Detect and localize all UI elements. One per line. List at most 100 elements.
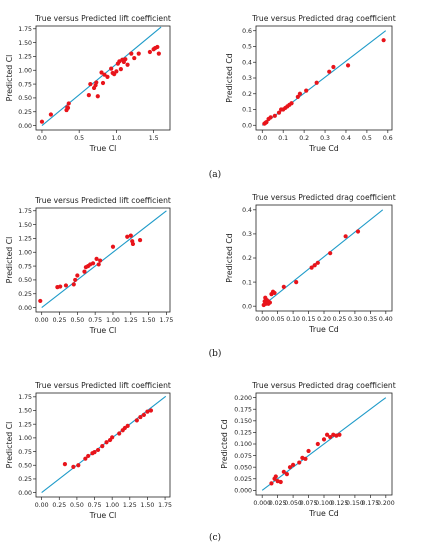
data-point	[82, 269, 87, 274]
data-point	[125, 62, 130, 67]
y-tick-label: 0.1	[242, 107, 252, 114]
chart-title: True versus Predicted lift coefficient	[34, 14, 171, 23]
y-tick-label: 1.75	[18, 394, 32, 401]
data-point	[309, 265, 314, 270]
data-point	[71, 282, 76, 287]
data-point	[94, 80, 99, 85]
x-tick-label: 0.125	[331, 500, 349, 507]
x-tick-label: 0.025	[269, 500, 287, 507]
data-point	[132, 55, 137, 61]
y-tick-label: 1.75	[18, 26, 32, 33]
x-tick-label: 0.25	[52, 502, 66, 509]
x-tick-label: 0.00	[35, 502, 49, 509]
y-tick-label: 0.00	[18, 305, 32, 312]
data-point	[327, 69, 332, 74]
data-point	[268, 115, 273, 120]
data-point	[130, 241, 136, 247]
panel-label-a: (a)	[209, 169, 221, 180]
x-tick-label: 0.50	[70, 317, 84, 324]
y-tick-label: 0.50	[18, 95, 32, 102]
data-point	[96, 262, 101, 267]
data-point	[289, 101, 294, 106]
y-tick-label: 0.050	[234, 464, 252, 471]
data-point	[331, 64, 336, 70]
x-axis-label: True Cd	[308, 509, 338, 518]
data-point	[86, 93, 91, 98]
plot-frame	[35, 392, 171, 498]
data-point	[328, 434, 333, 440]
y-tick-label: 0.2	[242, 91, 252, 98]
x-tick-label: 0.4	[341, 135, 351, 142]
y-tick-label: 1.50	[18, 408, 32, 415]
x-axis-label: True Cd	[308, 144, 338, 153]
data-point	[92, 450, 97, 455]
data-point	[100, 80, 106, 86]
data-point	[62, 462, 68, 467]
data-point	[328, 251, 333, 256]
x-tick-label: 0.0	[257, 135, 267, 142]
y-tick-label: 0.3	[242, 231, 252, 238]
data-point	[110, 435, 115, 440]
data-point	[381, 38, 386, 43]
data-point	[122, 425, 127, 431]
y-tick-label: 0.100	[234, 441, 252, 448]
data-point	[48, 112, 53, 117]
x-tick-label: 0.3	[320, 135, 330, 142]
y-tick-label: 0.75	[18, 81, 32, 88]
data-point	[295, 94, 300, 100]
x-tick-label: 0.0	[37, 135, 47, 142]
data-point	[38, 298, 43, 304]
data-point	[343, 234, 348, 239]
x-tick-label: 0.75	[88, 502, 102, 509]
x-tick-label: 0.5	[74, 135, 84, 142]
data-point	[147, 49, 152, 55]
data-point	[314, 80, 319, 85]
identity-line	[41, 395, 167, 494]
panel-label-b: (b)	[209, 348, 222, 359]
data-point	[284, 472, 290, 477]
chart-title: True versus Predicted lift coefficient	[34, 196, 171, 205]
data-point	[137, 237, 143, 243]
data-point	[63, 283, 69, 288]
data-point	[95, 94, 100, 99]
identity-line	[261, 397, 387, 491]
panel-b-lift-chart: True versus Predicted lift coefficient 0.…	[5, 196, 173, 335]
x-tick-label: 0.175	[362, 500, 380, 507]
x-tick-label: 0.6	[383, 135, 393, 142]
data-point	[109, 66, 114, 71]
panel-a-drag-chart: True versus Predicted drag coefficient 0.…	[225, 14, 396, 153]
data-point	[99, 70, 104, 75]
data-point	[58, 284, 63, 289]
y-tick-label: 0.1	[242, 279, 252, 286]
data-point	[276, 110, 282, 115]
data-point	[345, 63, 351, 68]
data-point	[39, 119, 45, 124]
data-point	[281, 284, 286, 290]
y-tick-label: 0.0	[242, 122, 252, 129]
x-tick-label: 0.5	[362, 135, 372, 142]
x-tick-label: 0.15	[302, 316, 316, 323]
panel-b-drag-chart: True versus Predicted drag coefficient 0.…	[225, 193, 396, 334]
data-point	[102, 72, 107, 77]
y-tick-label: 0.150	[234, 418, 252, 425]
y-tick-label: 0.4	[242, 207, 252, 214]
data-point	[128, 233, 133, 238]
y-tick-label: 0.2	[242, 255, 252, 262]
x-tick-label: 0.50	[70, 502, 84, 509]
data-point	[312, 263, 317, 268]
x-tick-label: 1.25	[123, 502, 137, 509]
y-tick-label: 1.25	[18, 421, 32, 428]
y-tick-label: 0.000	[234, 488, 252, 495]
x-tick-label: 1.50	[142, 317, 156, 324]
x-tick-label: 0.75	[88, 317, 102, 324]
y-tick-label: 0.200	[234, 395, 252, 402]
data-point	[297, 460, 302, 465]
data-point	[118, 67, 123, 72]
x-tick-label: 0.25	[53, 317, 67, 324]
data-point	[90, 261, 96, 266]
data-point	[315, 260, 320, 265]
y-axis-label: Predicted Cd	[220, 419, 229, 469]
data-point	[269, 481, 274, 486]
x-tick-label: 1.00	[106, 317, 120, 324]
